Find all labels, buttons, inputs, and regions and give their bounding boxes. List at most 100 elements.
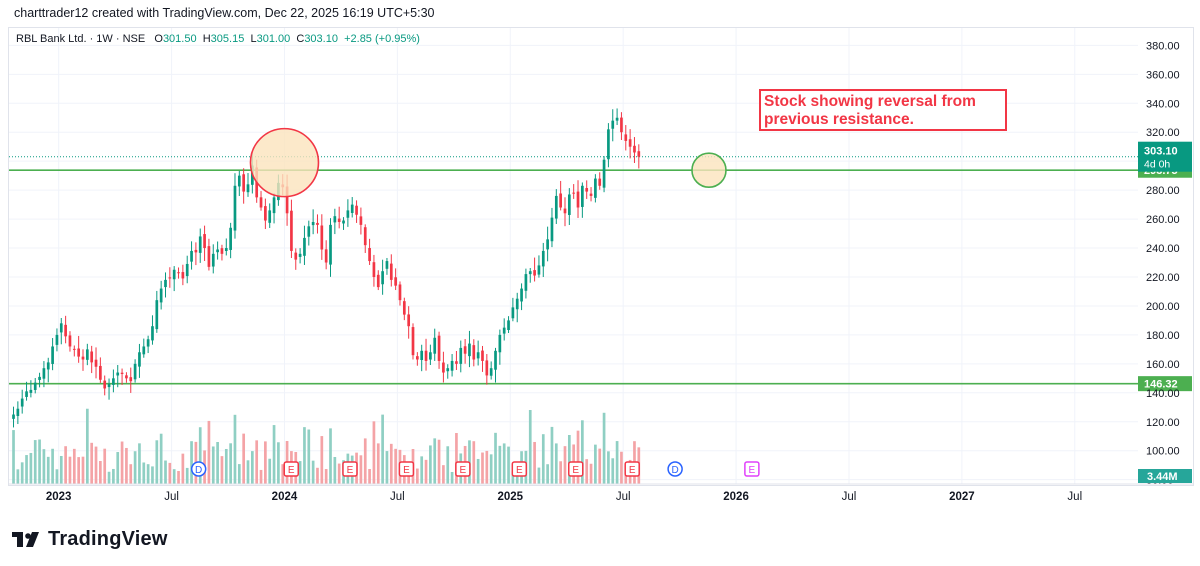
candle-body xyxy=(333,216,337,223)
candle-body xyxy=(81,356,85,360)
candle-body xyxy=(177,272,180,274)
volume-bar xyxy=(611,458,615,484)
open-label: O xyxy=(154,33,163,45)
earnings-marker xyxy=(398,461,415,477)
candle-body xyxy=(363,227,367,246)
candle-body xyxy=(303,237,306,256)
volume-bar xyxy=(72,448,76,484)
volume-bar xyxy=(316,467,319,484)
candle-body xyxy=(576,191,580,208)
volume-bar xyxy=(77,457,80,484)
volume-bar xyxy=(112,468,115,484)
volume-bar xyxy=(29,452,33,484)
candle-body xyxy=(429,352,432,360)
candle-body xyxy=(259,197,263,208)
price-axis: 293.75146.3280.00100.00120.00140.00160.0… xyxy=(1138,40,1192,487)
price-tick-label: 200.00 xyxy=(1146,301,1180,313)
price-tick-label: 220.00 xyxy=(1146,272,1180,284)
volume-bar xyxy=(181,453,185,484)
candle-body xyxy=(498,334,502,353)
candle-body xyxy=(554,195,558,219)
time-tick-label: Jul xyxy=(164,491,179,503)
candle-body xyxy=(151,326,154,341)
annotation-callout[interactable]: Stock showing reversal from previous res… xyxy=(759,89,1007,131)
dividend-marker xyxy=(190,461,207,477)
candle-body xyxy=(446,368,450,372)
candle-body xyxy=(20,398,24,407)
candle-body xyxy=(164,279,167,288)
candle-body xyxy=(424,350,428,361)
volume-bar xyxy=(55,469,59,484)
volume-bar xyxy=(589,463,593,484)
volume-bar xyxy=(359,455,363,484)
brand-name: TradingView xyxy=(48,528,168,550)
time-tick-label: 2025 xyxy=(497,491,523,503)
line-price-tag xyxy=(1138,376,1192,392)
volume-bar xyxy=(51,448,54,484)
candle-body xyxy=(181,272,185,279)
volume-bar xyxy=(159,433,163,484)
candle-body xyxy=(116,372,120,376)
volume-bar xyxy=(394,448,397,484)
candle-body xyxy=(511,307,515,319)
volume-bar xyxy=(537,467,541,484)
time-tick-label: Jul xyxy=(616,491,631,503)
price-tick-label: 280.00 xyxy=(1146,185,1180,197)
candle-body xyxy=(29,389,33,393)
volume-bar xyxy=(550,426,554,484)
candle-body xyxy=(146,339,150,347)
volume-tag xyxy=(1138,469,1192,483)
candle-body xyxy=(64,324,67,337)
earnings-marker-label: E xyxy=(629,465,636,476)
change-value: +2.85 (+0.95%) xyxy=(344,33,420,45)
candle-body xyxy=(520,288,523,302)
volume-bar xyxy=(177,470,180,484)
highlight-circles xyxy=(249,127,727,198)
candle-body xyxy=(589,193,593,196)
candle-body xyxy=(581,185,584,207)
volume-bar xyxy=(46,456,50,484)
tradingview-brand[interactable]: TradingView xyxy=(12,528,168,551)
high-value: 305.15 xyxy=(210,33,245,45)
volume-bar xyxy=(598,448,602,484)
candle-body xyxy=(12,414,15,419)
volume-bar xyxy=(494,432,497,484)
candle-body xyxy=(224,248,228,251)
volume-bar xyxy=(142,462,146,484)
volume-bar xyxy=(507,446,510,484)
earnings-marker xyxy=(624,461,640,477)
candle-body xyxy=(159,288,163,303)
time-tick-label: 2026 xyxy=(723,491,749,503)
volume-bar xyxy=(116,452,120,484)
volume-bar xyxy=(450,471,454,484)
candle-body xyxy=(233,185,237,231)
candle-body xyxy=(437,335,441,361)
volume-bar xyxy=(33,440,37,484)
volume-bar xyxy=(563,446,567,484)
volume-bar xyxy=(155,440,159,484)
candle-body xyxy=(190,250,193,262)
candle-body xyxy=(389,263,393,280)
volume-bar xyxy=(94,446,98,484)
volume-bar xyxy=(620,451,623,484)
candle-body xyxy=(329,224,332,265)
candle-body xyxy=(25,391,28,397)
volume-bar xyxy=(250,451,254,484)
volume-bar xyxy=(216,441,219,484)
volume-bar xyxy=(437,439,441,484)
candle-body xyxy=(402,301,406,315)
volume-bar xyxy=(25,455,28,484)
volume-bar xyxy=(146,464,150,484)
earnings-marker-label: E xyxy=(403,465,410,476)
close-label: C xyxy=(296,33,305,45)
volume-bar xyxy=(476,458,480,484)
volume-bar xyxy=(546,464,549,484)
volume-bar xyxy=(298,461,302,484)
candle-body xyxy=(311,221,315,226)
candle-body xyxy=(33,382,37,390)
volume-bar xyxy=(233,414,237,484)
candle-body xyxy=(541,250,545,267)
candle-body xyxy=(368,248,371,262)
volume-bar xyxy=(42,449,46,484)
